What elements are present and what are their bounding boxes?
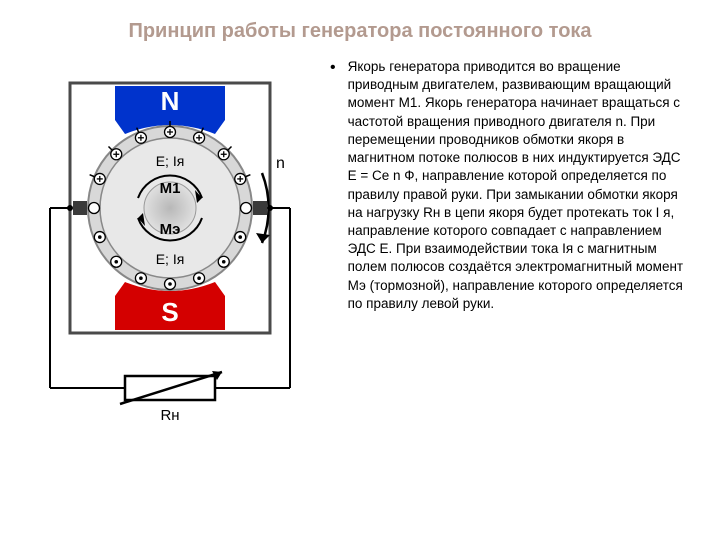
right-brush — [253, 201, 267, 215]
content-row: N S n — [30, 58, 690, 478]
body-text: Якорь генератора приводится во вращение … — [348, 58, 690, 313]
diagram-svg: N S n — [30, 58, 310, 478]
bullet-dot: • — [330, 60, 336, 313]
south-label: S — [161, 297, 178, 327]
north-label: N — [161, 86, 180, 116]
m1-label: М1 — [160, 180, 181, 197]
me-label: Мэ — [160, 221, 181, 238]
left-brush — [73, 201, 87, 215]
page-title: Принцип работы генератора постоянного то… — [30, 20, 690, 43]
emf-bot-label: Е; Iя — [156, 251, 185, 267]
load-label: Rн — [160, 407, 179, 424]
description-column: • Якорь генератора приводится во вращени… — [330, 58, 690, 478]
rotation-label: n — [276, 155, 285, 172]
emf-top-label: Е; Iя — [156, 153, 185, 169]
generator-diagram: N S n — [30, 58, 310, 478]
